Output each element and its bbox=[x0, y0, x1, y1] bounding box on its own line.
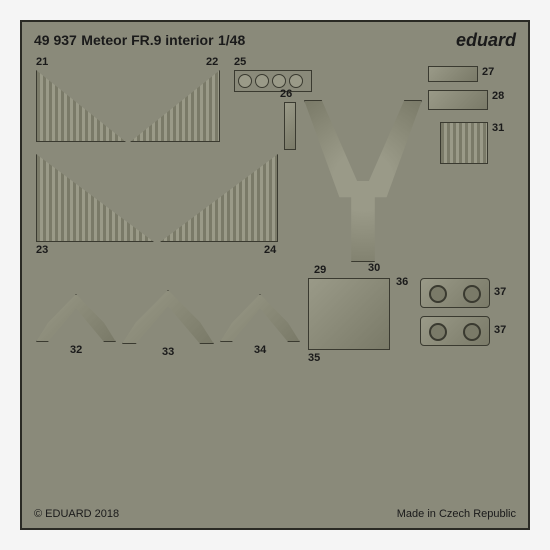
part-label-29: 29 bbox=[314, 264, 326, 276]
circle-detail bbox=[238, 74, 252, 88]
part-label-35: 35 bbox=[308, 352, 320, 364]
brand-logo: eduard bbox=[456, 30, 516, 51]
part-23 bbox=[36, 154, 154, 242]
part-label-34: 34 bbox=[254, 344, 266, 356]
part-label-26: 26 bbox=[280, 88, 292, 100]
part-26 bbox=[284, 102, 296, 150]
circle-detail bbox=[255, 74, 269, 88]
part-label-32: 32 bbox=[70, 344, 82, 356]
part-label-21: 21 bbox=[36, 56, 48, 68]
part-21 bbox=[36, 70, 126, 142]
part-35 bbox=[308, 278, 390, 350]
header: 49 937 Meteor FR.9 interior 1/48 eduard bbox=[34, 30, 516, 51]
part-33 bbox=[122, 290, 214, 344]
part-label-31: 31 bbox=[492, 122, 504, 134]
footer: © EDUARD 2018 Made in Czech Republic bbox=[34, 508, 516, 520]
part-label-37b: 37 bbox=[494, 324, 506, 336]
part-label-22: 22 bbox=[206, 56, 218, 68]
part-label-30: 30 bbox=[368, 262, 380, 274]
copyright: © EDUARD 2018 bbox=[34, 508, 119, 520]
part-27 bbox=[428, 66, 478, 82]
part-22 bbox=[130, 70, 220, 142]
product-info: 49 937 Meteor FR.9 interior 1/48 bbox=[34, 32, 245, 50]
etched-parts-sheet: 49 937 Meteor FR.9 interior 1/48 eduard … bbox=[20, 20, 530, 530]
part-label-36: 36 bbox=[396, 276, 408, 288]
part-label-28: 28 bbox=[492, 90, 504, 102]
part-24 bbox=[160, 154, 278, 242]
part-label-23: 23 bbox=[36, 244, 48, 256]
part-37 bbox=[420, 278, 490, 308]
part-label-27: 27 bbox=[482, 66, 494, 78]
part-37b bbox=[420, 316, 490, 346]
part-25 bbox=[234, 70, 312, 92]
part-31 bbox=[440, 122, 488, 164]
part-34 bbox=[220, 294, 300, 342]
product-name: Meteor FR.9 interior bbox=[81, 32, 213, 48]
part-label-37: 37 bbox=[494, 286, 506, 298]
scale: 1/48 bbox=[218, 32, 245, 48]
part-29 bbox=[304, 100, 422, 262]
part-32 bbox=[36, 294, 116, 342]
part-label-25: 25 bbox=[234, 56, 246, 68]
part-label-33: 33 bbox=[162, 346, 174, 358]
part-28 bbox=[428, 90, 488, 110]
circle-detail bbox=[289, 74, 303, 88]
origin: Made in Czech Republic bbox=[397, 508, 516, 520]
circle-detail bbox=[272, 74, 286, 88]
product-number: 49 937 bbox=[34, 32, 77, 48]
part-label-24: 24 bbox=[264, 244, 276, 256]
